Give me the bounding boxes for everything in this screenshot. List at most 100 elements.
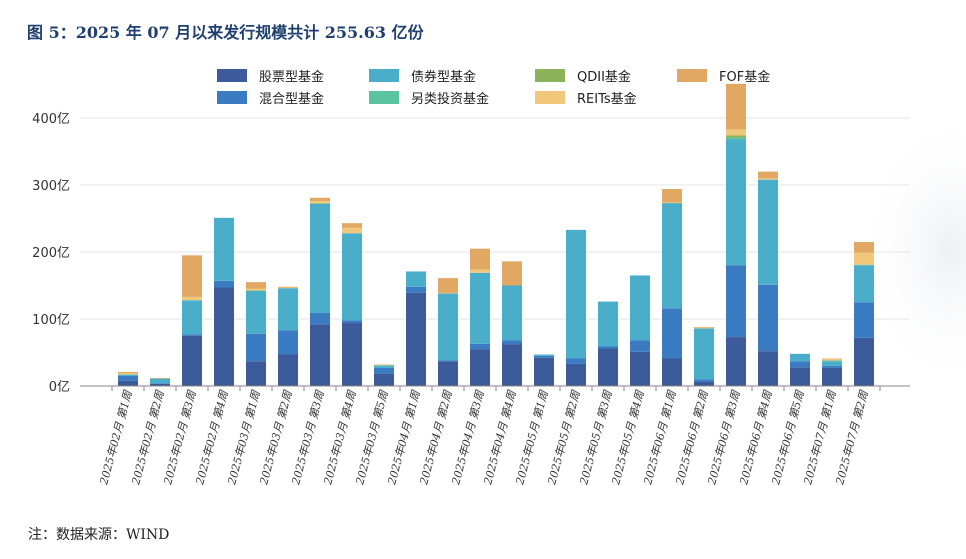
page-title: 图 5：2025 年 07 月以来发行规模共计 255.63 亿份 [27,23,424,42]
bar-segment [758,351,778,386]
bar-segment [726,83,746,130]
bar-segment [374,365,394,368]
y-tick-label: 200亿 [32,246,70,261]
bar-segment [566,363,586,386]
data-source-note: 注：数据来源：WIND [28,527,170,543]
legend-swatch [369,69,399,82]
bar-segment [822,367,842,386]
legend-label: 股票型基金 [259,69,324,85]
x-tick-label: 2025年05月 第4周 [609,388,647,486]
x-tick-label: 2025年05月 第2周 [545,388,583,486]
bar-segment [182,300,202,335]
bar-segment [118,374,138,376]
x-tick-label: 2025年06月 第5周 [769,388,807,486]
bar-segment [182,296,202,301]
bar-segment [342,227,362,234]
bar-segment [310,203,330,204]
bar-segment [278,330,298,355]
bar-segment [854,337,874,386]
bar-segment [438,360,458,362]
bar-segment [438,293,458,361]
bar-segment [374,373,394,386]
bar-segment [310,312,330,325]
legend-swatch [677,69,707,82]
x-tick-label: 2025年06月 第4周 [737,388,775,486]
bar-segment [630,351,650,386]
x-tick-label: 2025年03月 第2周 [257,388,295,486]
bar-segment [790,353,810,362]
bar-segment [534,357,554,386]
bar-segment [470,343,490,350]
y-tick-label: 100亿 [32,313,70,328]
bar-segment [246,290,266,291]
x-tick-label: 2025年03月 第3周 [289,388,327,486]
bar-segment [726,137,746,140]
bar-segment [310,203,330,313]
bar-segment [246,333,266,362]
x-tick-label: 2025年04月 第4周 [481,388,519,486]
bar-segment [854,264,874,266]
bar-segment [598,348,618,386]
x-tick-label: 2025年07月 第2周 [833,388,871,486]
x-tick-label: 2025年02月 第4周 [193,388,231,486]
bar-segment [182,255,202,297]
bar-segment [630,275,650,341]
bar-segment [726,135,746,138]
legend-swatch [217,69,247,82]
bar-segment [822,358,842,360]
x-tick-label: 2025年03月 第1周 [225,388,263,486]
bar-segment [822,359,842,361]
legend-label: 另类投资基金 [411,91,489,107]
x-tick-label: 2025年04月 第3周 [449,388,487,486]
bar-segment [470,349,490,386]
bar-segment [278,354,298,386]
x-tick-label: 2025年04月 第1周 [385,388,423,486]
bar-segment [214,280,234,288]
bar-segment [182,335,202,386]
bar-segment [726,139,746,266]
bar-segment [726,337,746,386]
bar-segment [854,252,874,265]
bar-segment [470,269,490,273]
x-tick-label: 2025年03月 第5周 [353,388,391,486]
bar-segment [310,201,330,204]
bar-segment [374,365,394,366]
x-tick-label: 2025年05月 第3周 [577,388,615,486]
bar-segment [534,355,554,358]
x-tick-label: 2025年06月 第1周 [641,388,679,486]
bar-segment [566,229,586,359]
x-tick-label: 2025年02月 第1周 [97,388,135,486]
bar-segment [502,261,522,286]
x-tick-label: 2025年04月 第2周 [417,388,455,486]
bar-segment [118,380,138,386]
background-glow [860,110,966,390]
bar-segment [502,344,522,386]
x-tick-label: 2025年05月 第1周 [513,388,551,486]
x-tick-label: 2025年06月 第3周 [705,388,743,486]
bar-segment [342,233,362,321]
bar-segment [374,364,394,366]
bar-segment [118,373,138,375]
bar-segment [854,241,874,253]
bar-segment [278,286,298,288]
legend-swatch [369,91,399,104]
bar-segment [438,292,458,294]
bar-segment [822,365,842,368]
y-tick-label: 300亿 [32,179,70,194]
bar-segment [342,323,362,386]
bar-segment [214,287,234,386]
y-tick-label: 400亿 [32,112,70,127]
legend-label: REITs基金 [577,91,637,107]
x-tick-label: 2025年06月 第2周 [673,388,711,486]
legend-label: 债券型基金 [411,69,476,85]
bar-segment [662,189,682,203]
bar-segment [662,202,682,204]
bar-segment [694,379,714,382]
bar-segment [758,171,778,179]
bar-segment [854,265,874,303]
bar-segment [694,327,714,329]
bar-segment [470,248,490,270]
bar-segment [790,367,810,386]
bar-segment [214,217,234,281]
bar-segment [438,361,458,386]
